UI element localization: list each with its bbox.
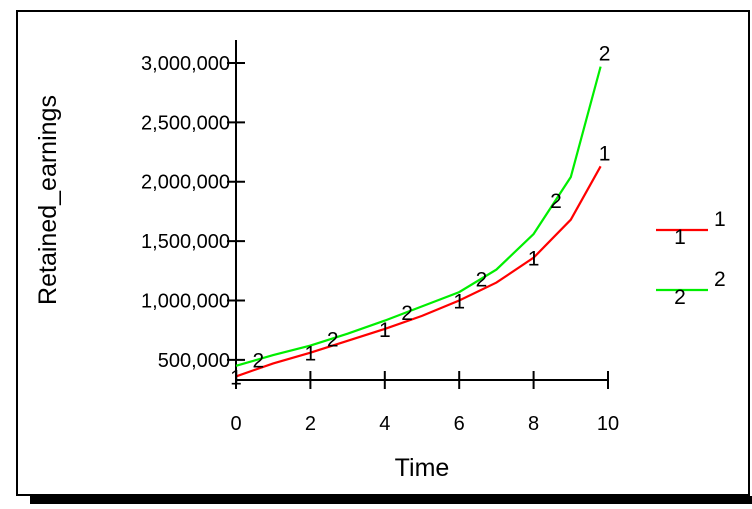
legend-label-2: 2 <box>714 268 726 291</box>
series-2-marker: 2 <box>550 190 562 213</box>
legend: 1 1 2 2 <box>656 208 726 309</box>
x-tick-label: 8 <box>528 413 539 435</box>
series-1-marker: 1 <box>599 142 611 165</box>
x-axis-label: Time <box>395 454 450 482</box>
y-tick-label: 2,500,000 <box>141 112 230 134</box>
series-2-marker: 2 <box>599 43 611 66</box>
series-2-marker: 2 <box>252 349 264 372</box>
y-tick-label: 1,000,000 <box>141 290 230 312</box>
y-tick-label: 500,000 <box>158 350 230 372</box>
x-tick-label: 0 <box>230 413 241 435</box>
series-2-marker: 2 <box>476 269 488 292</box>
axes: 0 2 4 6 8 10 500,000 1,000,000 1,500,000 2,000,00… <box>141 40 619 435</box>
series-1-marker: 1 <box>305 343 317 366</box>
series-2-marker: 2 <box>327 328 339 351</box>
series-1-marker: 1 <box>528 248 540 271</box>
x-tick-label: 10 <box>597 413 619 435</box>
legend-marker-1: 1 <box>674 226 686 249</box>
frame-shadow <box>30 496 752 504</box>
y-tick-label: 2,000,000 <box>141 172 230 194</box>
series-1-marker: 1 <box>453 290 465 313</box>
x-tick-label: 4 <box>379 413 390 435</box>
series-1-marker: 1 <box>379 319 391 342</box>
series-2-line <box>235 66 602 367</box>
series-1-marker: 1 <box>230 366 242 389</box>
legend-label-1: 1 <box>714 208 726 231</box>
series-1-line <box>235 165 602 378</box>
chart-frame <box>16 10 750 496</box>
x-tick-label: 6 <box>454 413 465 435</box>
y-tick-label: 1,500,000 <box>141 231 230 253</box>
y-axis-label: Retained_earnings <box>34 95 62 305</box>
legend-marker-2: 2 <box>674 286 686 309</box>
series-lines <box>235 66 602 378</box>
x-tick-label: 2 <box>305 413 316 435</box>
y-tick-label: 3,000,000 <box>141 53 230 75</box>
series-2-marker: 2 <box>401 302 413 325</box>
